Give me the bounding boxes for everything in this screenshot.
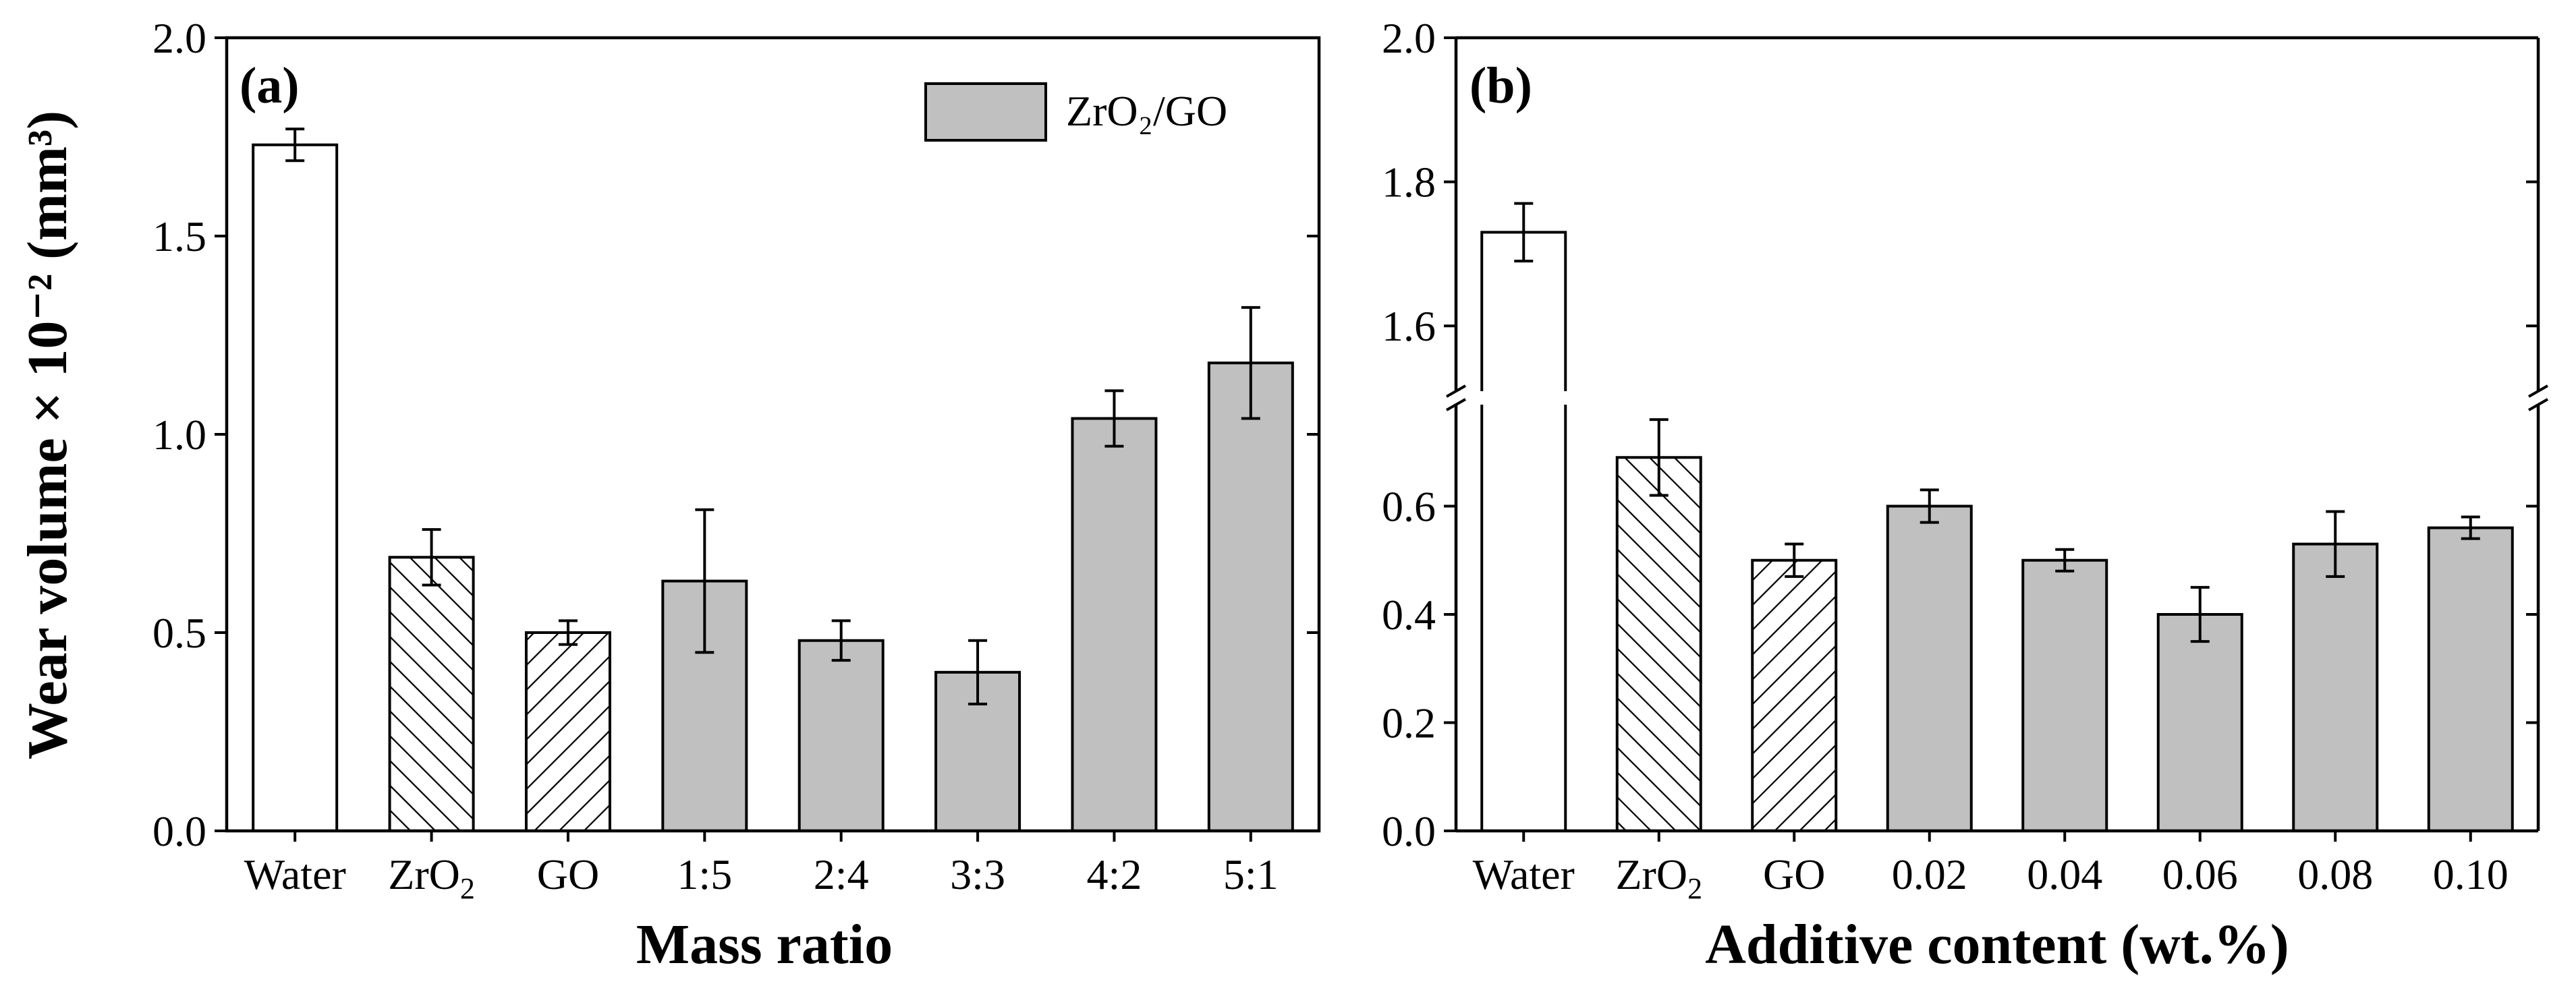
bar-a-7 [1207,361,1294,832]
panel-a-frame [225,36,1321,833]
panel-b-label: (b) [1469,57,1532,114]
panel-a-bars [252,127,1294,833]
x-tick-label-b-6: 0.08 [2297,850,2373,898]
panel-b-bars [1480,202,2514,832]
bar-a-0 [252,143,339,832]
panel-b-x-axis-title: Additive content (wt.%) [1705,913,2289,976]
y-tick-label-b-3: 0.6 [1382,483,1436,531]
axis-break-mark-upper-0 [1446,384,1466,398]
bar-b-2 [1751,558,1838,832]
x-tick-label-a-4: 2:4 [814,850,869,898]
panel-a-axes: Water ZrO2 GO 1:5 2:4 3:3 4:2 5:1 0.0 0.5 1.0 1.5 2.… [152,14,1321,905]
legend: ZrO₂/GO [924,82,1227,142]
bar-a-2 [524,631,611,832]
legend-swatch [924,82,1047,142]
x-tick-label-a-7: 5:1 [1223,850,1279,898]
axis-break-mark-upper-1 [2528,384,2548,398]
panel-a-x-axis-title: Mass ratio [636,913,893,976]
y-axis-title: Wear volume × 10⁻² (mm³) [16,111,79,759]
axis-break-mark-lower-1 [2528,398,2548,411]
bar-a-6 [1071,417,1158,832]
bar-b-3 [1886,504,1973,832]
y-tick-label-a-3: 1.5 [152,212,206,260]
bar-a-4 [797,639,885,832]
y-tick-label-b-6: 2.0 [1382,14,1436,62]
x-tick-label-b-7: 0.10 [2433,850,2509,898]
bar-b-7 [2427,526,2514,832]
bar-b-5 [2156,613,2243,832]
y-tick-label-a-4: 2.0 [152,14,206,62]
x-tick-label-a-3: 1:5 [677,850,732,898]
y-tick-label-a-0: 0.0 [152,807,206,855]
axis-break-mark-lower-0 [1446,398,1466,411]
x-tick-label-b-1: ZrO2 [1615,850,1702,905]
y-tick-label-b-5: 1.8 [1382,158,1436,206]
bar-a-1 [388,556,475,833]
panel-a-mass-ratio: Water ZrO2 GO 1:5 2:4 3:3 4:2 5:1 0.0 0.5 1.0 1.5 2.… [152,14,1321,976]
y-tick-label-b-4: 1.6 [1382,302,1436,350]
legend-label: ZrO₂/GO [1066,87,1227,135]
bar-b-6 [2292,542,2379,832]
y-tick-label-b-1: 0.2 [1382,699,1436,747]
x-tick-label-b-5: 0.06 [2162,850,2238,898]
y-tick-label-a-1: 0.5 [152,609,206,657]
bar-b-1 [1615,456,1702,832]
x-tick-label-b-4: 0.04 [2027,850,2102,898]
x-tick-label-b-2: GO [1763,850,1825,898]
x-tick-label-b-3: 0.02 [1892,850,1967,898]
bar-b-0 [1482,232,1566,831]
x-tick-label-a-0: Water [244,850,346,898]
x-tick-label-a-1: ZrO2 [388,850,475,905]
x-tick-label-a-2: GO [537,850,599,898]
panel-a-label: (a) [240,57,300,114]
bar-b-4 [2021,558,2108,832]
x-tick-label-a-5: 3:3 [950,850,1005,898]
y-tick-label-b-0: 0.0 [1382,807,1436,855]
panel-b-axes: Water ZrO2 GO 0.02 0.04 0.06 0.08 0.10 0.0 0.2 0.4… [1382,14,2548,905]
y-tick-label-a-2: 1.0 [152,411,206,459]
panel-b-additive-content: Water ZrO2 GO 0.02 0.04 0.06 0.08 0.10 0.0 0.2 0.4… [1382,14,2548,976]
x-tick-label-a-6: 4:2 [1087,850,1142,898]
y-tick-label-b-2: 0.4 [1382,591,1436,639]
x-tick-label-b-0: Water [1473,850,1575,898]
